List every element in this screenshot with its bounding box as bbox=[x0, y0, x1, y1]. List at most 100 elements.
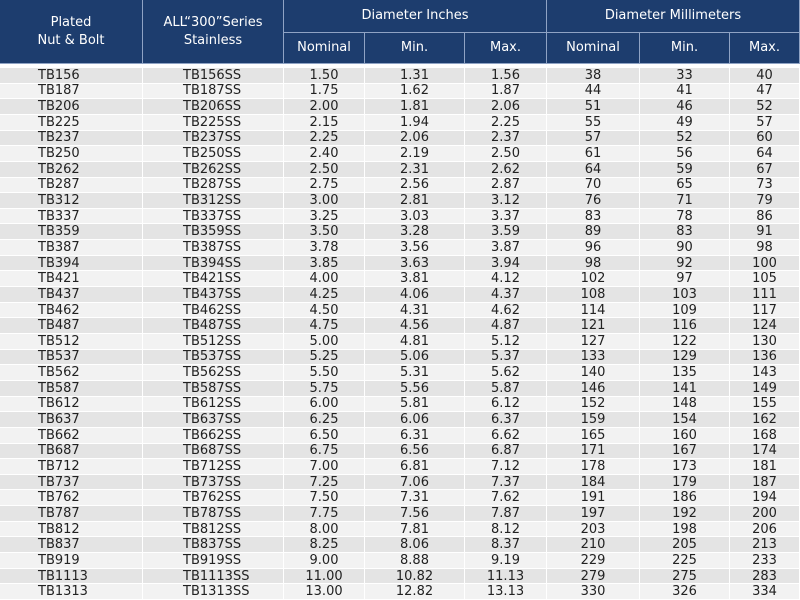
cell-text: 6.87 bbox=[491, 443, 520, 459]
cell-text: 8.00 bbox=[309, 521, 339, 537]
table-cell: 152 bbox=[547, 396, 640, 413]
cell-text: 130 bbox=[752, 333, 777, 349]
cell-text: 1.94 bbox=[400, 114, 429, 130]
table-cell: 6.37 bbox=[465, 412, 547, 428]
table-cell: 90 bbox=[640, 240, 730, 256]
table-cell: TB737 bbox=[0, 475, 143, 491]
cell-text: 6.62 bbox=[491, 427, 520, 443]
cell-text: 6.75 bbox=[309, 443, 339, 459]
table-cell: TB187SS bbox=[143, 83, 284, 100]
sub-label: Max. bbox=[748, 40, 780, 55]
table-cell: 57 bbox=[730, 115, 800, 131]
table-cell: 229 bbox=[547, 553, 640, 569]
cell-text: TB250 bbox=[38, 146, 80, 162]
cell-text: TB387SS bbox=[183, 239, 242, 255]
cell-text: TB812 bbox=[38, 521, 80, 537]
table-cell: 6.25 bbox=[284, 412, 365, 428]
cell-text: 127 bbox=[580, 333, 606, 349]
table-cell: 160 bbox=[640, 428, 730, 444]
cell-text: TB512 bbox=[38, 333, 80, 349]
table-cell: TB762 bbox=[0, 490, 143, 507]
cell-text: 5.12 bbox=[491, 333, 520, 349]
table-cell: TB487 bbox=[0, 318, 143, 334]
table-cell: 6.56 bbox=[365, 443, 465, 460]
cell-text: 4.56 bbox=[400, 318, 429, 334]
cell-text: 167 bbox=[672, 443, 697, 459]
table-cell: 59 bbox=[640, 162, 730, 178]
table-cell: 173 bbox=[640, 459, 730, 475]
table-cell: 2.25 bbox=[284, 130, 365, 147]
cell-text: TB1313 bbox=[38, 584, 88, 600]
cell-text: 5.75 bbox=[309, 380, 339, 396]
cell-text: 279 bbox=[580, 568, 606, 584]
table-cell: 2.06 bbox=[365, 130, 465, 147]
cell-text: 1.87 bbox=[491, 83, 520, 99]
cell-text: 100 bbox=[752, 255, 777, 271]
cell-text: 4.87 bbox=[491, 318, 520, 334]
cell-text: 121 bbox=[580, 318, 606, 334]
cell-text: 96 bbox=[584, 239, 602, 255]
table-cell: TB437 bbox=[0, 287, 143, 303]
cell-text: 171 bbox=[580, 443, 606, 459]
cell-text: 64 bbox=[584, 161, 602, 177]
table-cell: TB312 bbox=[0, 193, 143, 209]
table-cell: 6.06 bbox=[365, 412, 465, 428]
cell-text: 59 bbox=[676, 161, 693, 177]
cell-text: TB512SS bbox=[183, 333, 242, 349]
table-cell: 2.81 bbox=[365, 193, 465, 209]
table-cell: 8.37 bbox=[465, 537, 547, 554]
cell-text: 3.25 bbox=[309, 208, 339, 224]
table-cell: 2.40 bbox=[284, 146, 365, 162]
cell-text: TB262SS bbox=[183, 161, 242, 177]
cell-text: 57 bbox=[756, 114, 773, 130]
cell-text: 173 bbox=[672, 459, 697, 474]
table-cell: 136 bbox=[730, 349, 800, 366]
cell-text: TB359 bbox=[38, 224, 80, 240]
table-cell: 129 bbox=[640, 349, 730, 366]
table-cell: 6.62 bbox=[465, 428, 547, 444]
table-cell: 3.59 bbox=[465, 224, 547, 241]
cell-text: 3.63 bbox=[400, 255, 429, 271]
table-cell: 7.50 bbox=[284, 490, 365, 507]
cell-text: 11.13 bbox=[486, 568, 525, 584]
cell-text: 76 bbox=[584, 193, 602, 208]
table-cell: 33 bbox=[640, 68, 730, 84]
cell-text: TB787 bbox=[38, 505, 80, 521]
bolt-header: Plated Nut & Bolt bbox=[0, 0, 143, 64]
table-cell: 92 bbox=[640, 256, 730, 272]
cell-text: 7.31 bbox=[400, 490, 429, 506]
table-cell: 13.13 bbox=[465, 584, 547, 600]
cell-text: 155 bbox=[752, 396, 777, 412]
cell-text: 1.31 bbox=[400, 67, 429, 83]
cell-text: 191 bbox=[580, 490, 606, 506]
cell-text: TB156SS bbox=[183, 67, 242, 83]
header-line: ALL“300”Series bbox=[163, 14, 263, 30]
table-cell: 7.12 bbox=[465, 459, 547, 475]
table-cell: 3.94 bbox=[465, 256, 547, 272]
table-cell: 52 bbox=[730, 99, 800, 115]
sub-header: Min. bbox=[640, 33, 730, 64]
table-cell: TB1313 bbox=[0, 584, 143, 600]
table-cell: 2.50 bbox=[284, 162, 365, 178]
table-cell: 11.00 bbox=[284, 569, 365, 585]
table-cell: 130 bbox=[730, 334, 800, 350]
cell-text: 4.00 bbox=[309, 271, 339, 287]
cell-text: 13.00 bbox=[305, 584, 343, 600]
table-cell: 9.19 bbox=[465, 553, 547, 569]
table-cell: 3.37 bbox=[465, 209, 547, 225]
table-cell: TB612SS bbox=[143, 396, 284, 413]
table-cell: 121 bbox=[547, 318, 640, 334]
group-header: Diameter Millimeters bbox=[547, 0, 800, 33]
table-cell: 135 bbox=[640, 365, 730, 381]
table-cell: 1.56 bbox=[465, 68, 547, 84]
cell-text: 79 bbox=[756, 193, 773, 208]
table-cell: TB662 bbox=[0, 428, 143, 444]
table-cell: 2.62 bbox=[465, 162, 547, 178]
cell-text: 8.37 bbox=[491, 537, 520, 553]
table-cell: 4.56 bbox=[365, 318, 465, 334]
cell-text: 102 bbox=[580, 271, 606, 287]
table-cell: 12.82 bbox=[365, 584, 465, 600]
table-cell: 7.00 bbox=[284, 459, 365, 475]
table-cell: TB394SS bbox=[143, 256, 284, 272]
cell-text: 10.82 bbox=[395, 568, 434, 584]
